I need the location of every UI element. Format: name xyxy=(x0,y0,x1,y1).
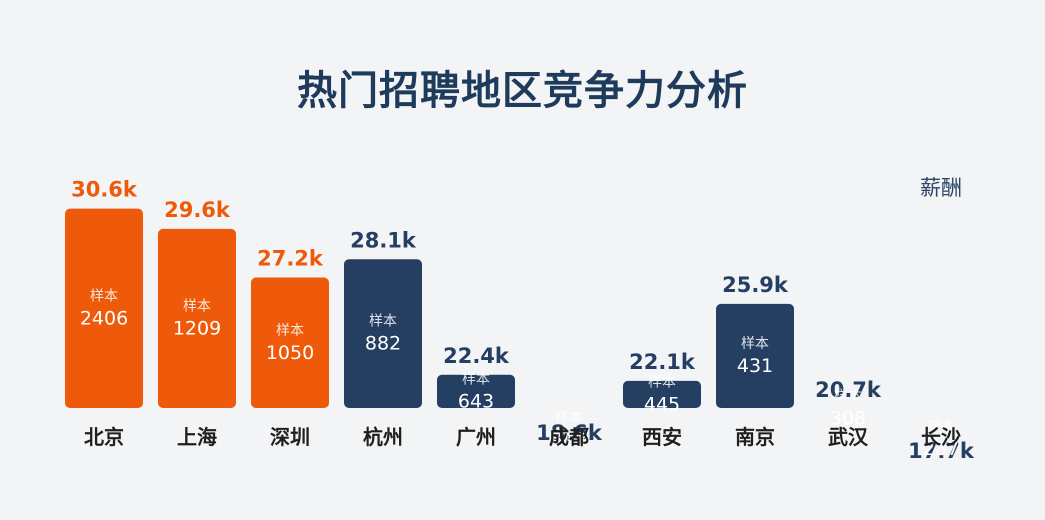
bar-9-category-label: 武汉 xyxy=(828,425,869,449)
bar-4-sample-caption: 样本 xyxy=(369,314,397,330)
bar-3-value-label: 27.2k xyxy=(257,247,324,271)
bar-3 xyxy=(251,277,329,408)
bar-3-category-label: 深圳 xyxy=(270,425,310,449)
bar-5-value-label: 22.4k xyxy=(443,344,510,368)
bar-5-sample-caption: 样本 xyxy=(462,371,490,387)
bar-8-value-label: 25.9k xyxy=(722,273,789,297)
bar-6-sample-caption: 样本 xyxy=(555,410,583,426)
bar-1 xyxy=(65,208,143,408)
bar-2-sample-value: 1209 xyxy=(173,317,221,339)
bar-8-sample-caption: 样本 xyxy=(741,336,769,352)
bar-7 xyxy=(623,380,701,408)
bar-10-sample-value: 287 xyxy=(923,438,959,460)
bar-2-category-label: 上海 xyxy=(177,425,217,449)
bar-10-category-label: 长沙 xyxy=(921,425,961,449)
bar-9-sample-caption: 样本 xyxy=(834,389,862,405)
bar-4-value-label: 28.1k xyxy=(350,228,417,252)
bar-2-sample-caption: 样本 xyxy=(183,298,211,314)
bar-3-sample-value: 1050 xyxy=(266,342,314,364)
bar-4 xyxy=(344,259,422,408)
bar-4-category-label: 杭州 xyxy=(363,425,403,449)
bar-6-category-label: 成都 xyxy=(549,425,589,449)
bar-1-category-label: 北京 xyxy=(84,425,124,449)
bar-4-sample-value: 882 xyxy=(365,333,401,355)
bar-3-sample-caption: 样本 xyxy=(276,323,304,339)
bar-7-value-label: 22.1k xyxy=(629,350,696,374)
bar-5 xyxy=(437,374,515,408)
bar-1-value-label: 30.6k xyxy=(71,178,138,202)
y-axis-label: 薪酬 xyxy=(920,176,962,200)
bar-10-value-label: 17.7k xyxy=(908,439,975,463)
bar-2-value-label: 29.6k xyxy=(164,198,231,222)
bar-1-sample-caption: 样本 xyxy=(90,288,118,304)
bar-8 xyxy=(716,303,794,408)
bar-7-sample-caption: 样本 xyxy=(648,374,676,390)
bar-2 xyxy=(158,228,236,408)
bar-1-sample-value: 2406 xyxy=(80,307,128,329)
bar-5-sample-value: 643 xyxy=(458,390,494,412)
bar-6-value-label: 18.6k xyxy=(536,421,603,445)
bar-5-category-label: 广州 xyxy=(456,425,496,449)
bar-7-category-label: 西安 xyxy=(642,425,682,449)
bar-9-value-label: 20.7k xyxy=(815,378,882,402)
bar-9-sample-value: 308 xyxy=(830,408,866,430)
bar-8-sample-value: 431 xyxy=(737,355,773,377)
bar-10-sample-caption: 样本 xyxy=(927,419,955,435)
chart-title: 热门招聘地区竞争力分析 xyxy=(297,68,748,114)
bar-8-category-label: 南京 xyxy=(735,425,775,449)
bar-7-sample-value: 445 xyxy=(644,393,680,415)
bar-6-sample-value: 518 xyxy=(551,429,587,451)
